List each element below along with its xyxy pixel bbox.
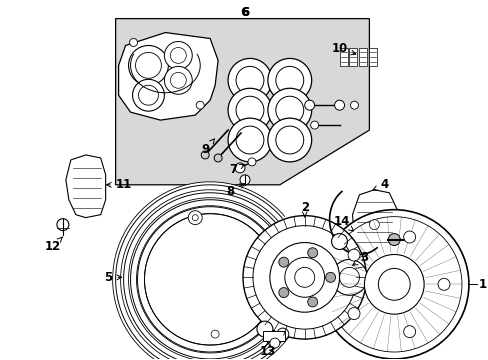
Circle shape	[319, 210, 468, 359]
Circle shape	[378, 269, 409, 300]
Circle shape	[304, 100, 314, 110]
Text: 6: 6	[240, 6, 249, 19]
Circle shape	[267, 88, 311, 132]
Circle shape	[437, 278, 449, 290]
Polygon shape	[115, 19, 368, 185]
Circle shape	[164, 66, 192, 94]
Text: 12: 12	[45, 237, 62, 253]
Circle shape	[170, 48, 186, 63]
Circle shape	[403, 231, 415, 243]
Bar	[263, 331, 284, 341]
Circle shape	[403, 326, 415, 338]
Text: 13: 13	[259, 342, 275, 357]
Circle shape	[310, 121, 318, 129]
Bar	[349, 49, 357, 66]
Circle shape	[236, 126, 264, 154]
Circle shape	[201, 151, 209, 159]
Text: 10: 10	[331, 42, 355, 55]
Bar	[339, 49, 347, 66]
Circle shape	[57, 219, 69, 231]
Polygon shape	[119, 32, 218, 120]
Text: 11: 11	[106, 178, 132, 191]
Text: 7: 7	[228, 163, 244, 176]
Circle shape	[269, 338, 279, 348]
Circle shape	[227, 58, 271, 102]
Text: 6: 6	[241, 6, 248, 19]
Circle shape	[350, 101, 358, 109]
Circle shape	[278, 257, 288, 267]
Circle shape	[128, 45, 168, 85]
Circle shape	[240, 175, 249, 185]
Text: 5: 5	[104, 271, 122, 284]
Circle shape	[334, 100, 344, 110]
Circle shape	[227, 88, 271, 132]
Circle shape	[192, 215, 198, 221]
Wedge shape	[112, 182, 294, 360]
Circle shape	[170, 72, 186, 88]
Circle shape	[275, 66, 303, 94]
Circle shape	[325, 273, 335, 282]
Circle shape	[284, 257, 324, 297]
Circle shape	[307, 248, 317, 258]
Text: 9: 9	[201, 139, 214, 157]
Circle shape	[347, 249, 359, 261]
Text: 4: 4	[372, 178, 387, 191]
Circle shape	[275, 96, 303, 124]
Circle shape	[339, 267, 359, 287]
Circle shape	[132, 79, 164, 111]
Circle shape	[331, 260, 366, 295]
Bar	[368, 49, 377, 66]
Circle shape	[138, 85, 158, 105]
Circle shape	[331, 234, 347, 249]
Circle shape	[164, 41, 192, 69]
Bar	[359, 49, 366, 66]
Text: 8: 8	[225, 184, 244, 198]
Circle shape	[307, 297, 317, 307]
Circle shape	[214, 154, 222, 162]
Text: 2: 2	[300, 201, 308, 217]
Polygon shape	[352, 190, 396, 255]
Circle shape	[326, 217, 461, 352]
Circle shape	[211, 330, 219, 338]
Text: 1: 1	[478, 278, 486, 291]
Circle shape	[294, 267, 314, 287]
Circle shape	[256, 321, 272, 337]
Circle shape	[235, 163, 244, 173]
Circle shape	[252, 226, 356, 329]
Circle shape	[267, 118, 311, 162]
Circle shape	[368, 220, 379, 230]
Circle shape	[278, 288, 288, 298]
Circle shape	[364, 255, 423, 314]
Circle shape	[236, 96, 264, 124]
Polygon shape	[66, 155, 105, 218]
Circle shape	[269, 243, 339, 312]
Circle shape	[135, 53, 161, 78]
Circle shape	[347, 307, 359, 320]
Circle shape	[196, 101, 204, 109]
Circle shape	[236, 66, 264, 94]
Circle shape	[227, 118, 271, 162]
Circle shape	[129, 39, 137, 46]
Text: 14: 14	[333, 215, 353, 231]
Circle shape	[243, 216, 366, 339]
Circle shape	[188, 211, 202, 225]
Text: 3: 3	[352, 251, 368, 265]
Circle shape	[387, 234, 400, 246]
Circle shape	[247, 158, 255, 166]
Circle shape	[275, 126, 303, 154]
Circle shape	[276, 328, 288, 340]
Circle shape	[267, 58, 311, 102]
